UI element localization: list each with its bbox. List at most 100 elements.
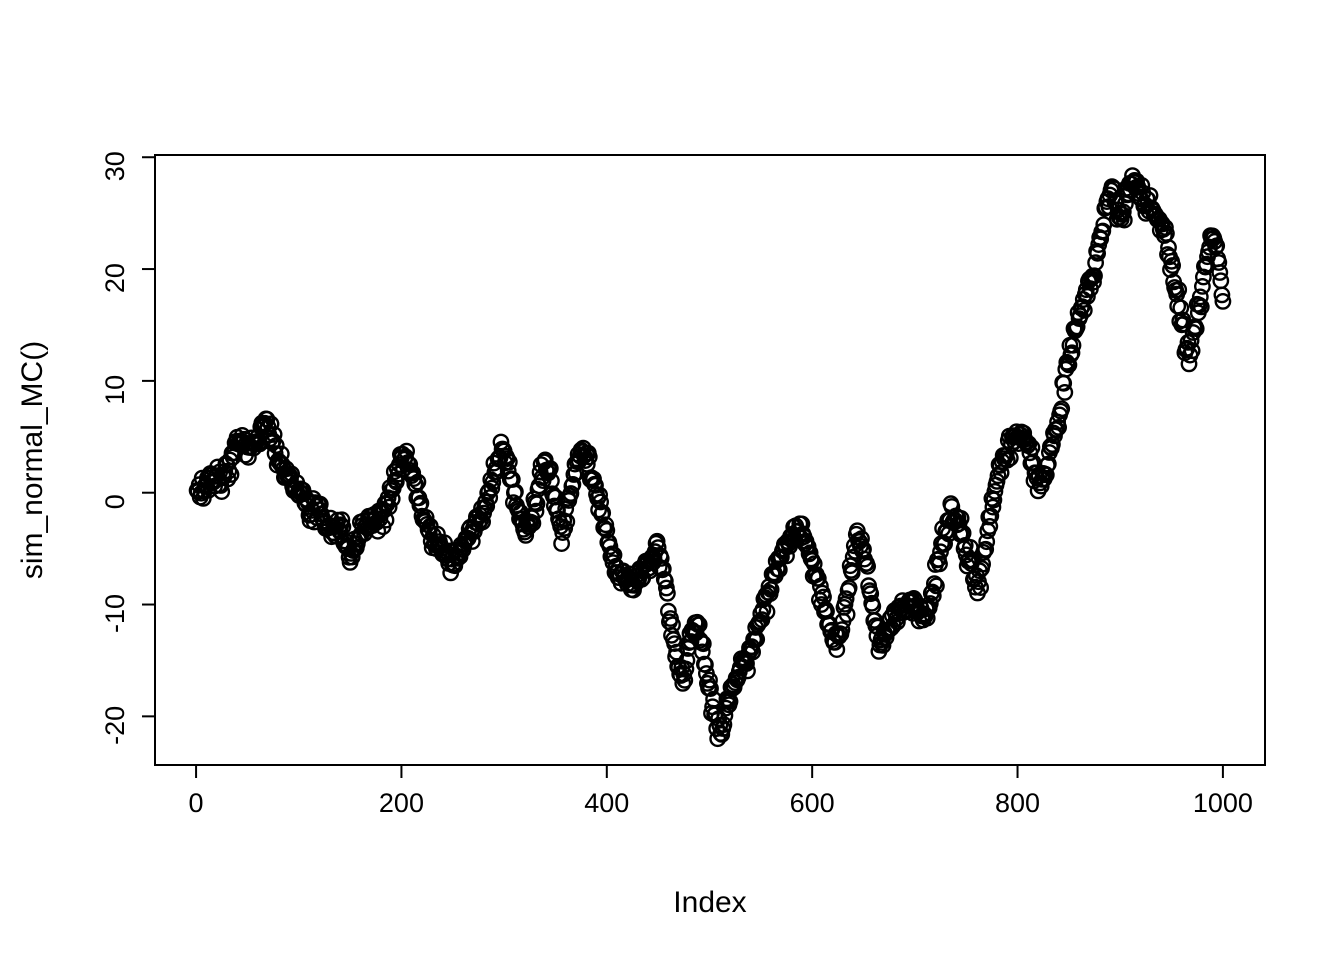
data-point (1210, 254, 1228, 271)
data-point (1192, 298, 1210, 316)
tick-label: 800 (995, 788, 1040, 818)
data-point (986, 482, 1004, 500)
data-point (978, 533, 996, 551)
data-point (924, 587, 942, 605)
data-point (928, 577, 945, 595)
data-point (524, 514, 542, 532)
data-point (926, 575, 943, 592)
data-point (481, 489, 499, 506)
data-point (998, 451, 1016, 469)
data-point (580, 448, 598, 466)
data-point (499, 462, 517, 480)
data-point (656, 572, 674, 590)
data-point (981, 518, 999, 535)
data-point (1213, 286, 1231, 304)
data-point (715, 716, 733, 733)
data-point (564, 475, 582, 493)
data-point (977, 540, 995, 558)
data-point (921, 595, 939, 612)
data-point (409, 473, 427, 491)
data-point (1085, 273, 1102, 291)
data-point (694, 635, 712, 653)
data-point (369, 522, 387, 540)
data-point (333, 511, 351, 529)
data-point (984, 498, 1002, 516)
data-point (833, 621, 851, 638)
data-point (483, 479, 501, 497)
tick-label: 400 (584, 788, 629, 818)
data-point (1086, 267, 1103, 285)
data-point (837, 590, 855, 608)
tick-label: -10 (100, 594, 130, 633)
tick-label: 200 (379, 788, 424, 818)
data-point (541, 460, 559, 477)
data-points (188, 167, 1232, 748)
data-point (988, 472, 1006, 490)
data-point (1114, 203, 1132, 221)
tick-label: 600 (790, 788, 835, 818)
data-point (701, 671, 718, 689)
y-axis-title: sim_normal_MC() (16, 341, 49, 579)
data-point (480, 482, 498, 500)
data-point (463, 533, 481, 550)
data-point (383, 490, 401, 508)
data-point (1037, 466, 1055, 484)
data-point (265, 426, 283, 443)
data-point (859, 557, 876, 575)
data-point (840, 579, 858, 597)
data-point (801, 544, 819, 562)
data-point (592, 493, 609, 511)
data-point (591, 486, 608, 504)
data-point (1020, 435, 1038, 453)
tick-label: 30 (100, 151, 130, 181)
data-point (380, 498, 398, 516)
data-point (877, 629, 895, 646)
data-point (1194, 277, 1211, 295)
data-point (1087, 254, 1105, 272)
data-point (601, 538, 619, 555)
data-point (1115, 211, 1133, 229)
tick-label: 20 (100, 263, 130, 293)
data-point (982, 507, 1000, 525)
data-point (1094, 222, 1112, 240)
data-point (809, 570, 827, 587)
data-point (1050, 418, 1068, 436)
data-point (758, 603, 776, 621)
data-point (843, 564, 861, 582)
data-point (972, 579, 989, 596)
data-point (1170, 281, 1188, 299)
data-point (702, 680, 719, 697)
tick-label: 0 (189, 788, 204, 818)
data-point (1211, 264, 1229, 281)
data-point (527, 502, 545, 520)
data-point (553, 535, 570, 552)
data-point (812, 577, 829, 595)
data-point (936, 535, 953, 553)
data-point (678, 652, 696, 669)
data-point (382, 482, 400, 499)
x-axis-title: Index (673, 886, 746, 919)
data-point (838, 606, 856, 623)
x-axis: 0 200 400 600 800 1000 (189, 766, 1253, 818)
data-point (262, 415, 280, 433)
data-point (1039, 455, 1057, 473)
data-point (848, 522, 866, 540)
data-point (682, 633, 700, 650)
data-point (1214, 292, 1232, 310)
data-point (652, 550, 670, 567)
data-point (543, 472, 560, 490)
data-point (562, 485, 580, 502)
data-point (677, 660, 695, 678)
data-point (222, 466, 240, 483)
plot-box-border (154, 154, 1266, 766)
data-point (492, 433, 510, 451)
tick-label: 0 (100, 494, 130, 509)
data-point (258, 410, 276, 428)
data-point (1053, 400, 1071, 418)
data-point (853, 530, 870, 548)
tick-label: 10 (100, 375, 130, 405)
data-point (605, 546, 623, 564)
data-point (1060, 356, 1078, 374)
